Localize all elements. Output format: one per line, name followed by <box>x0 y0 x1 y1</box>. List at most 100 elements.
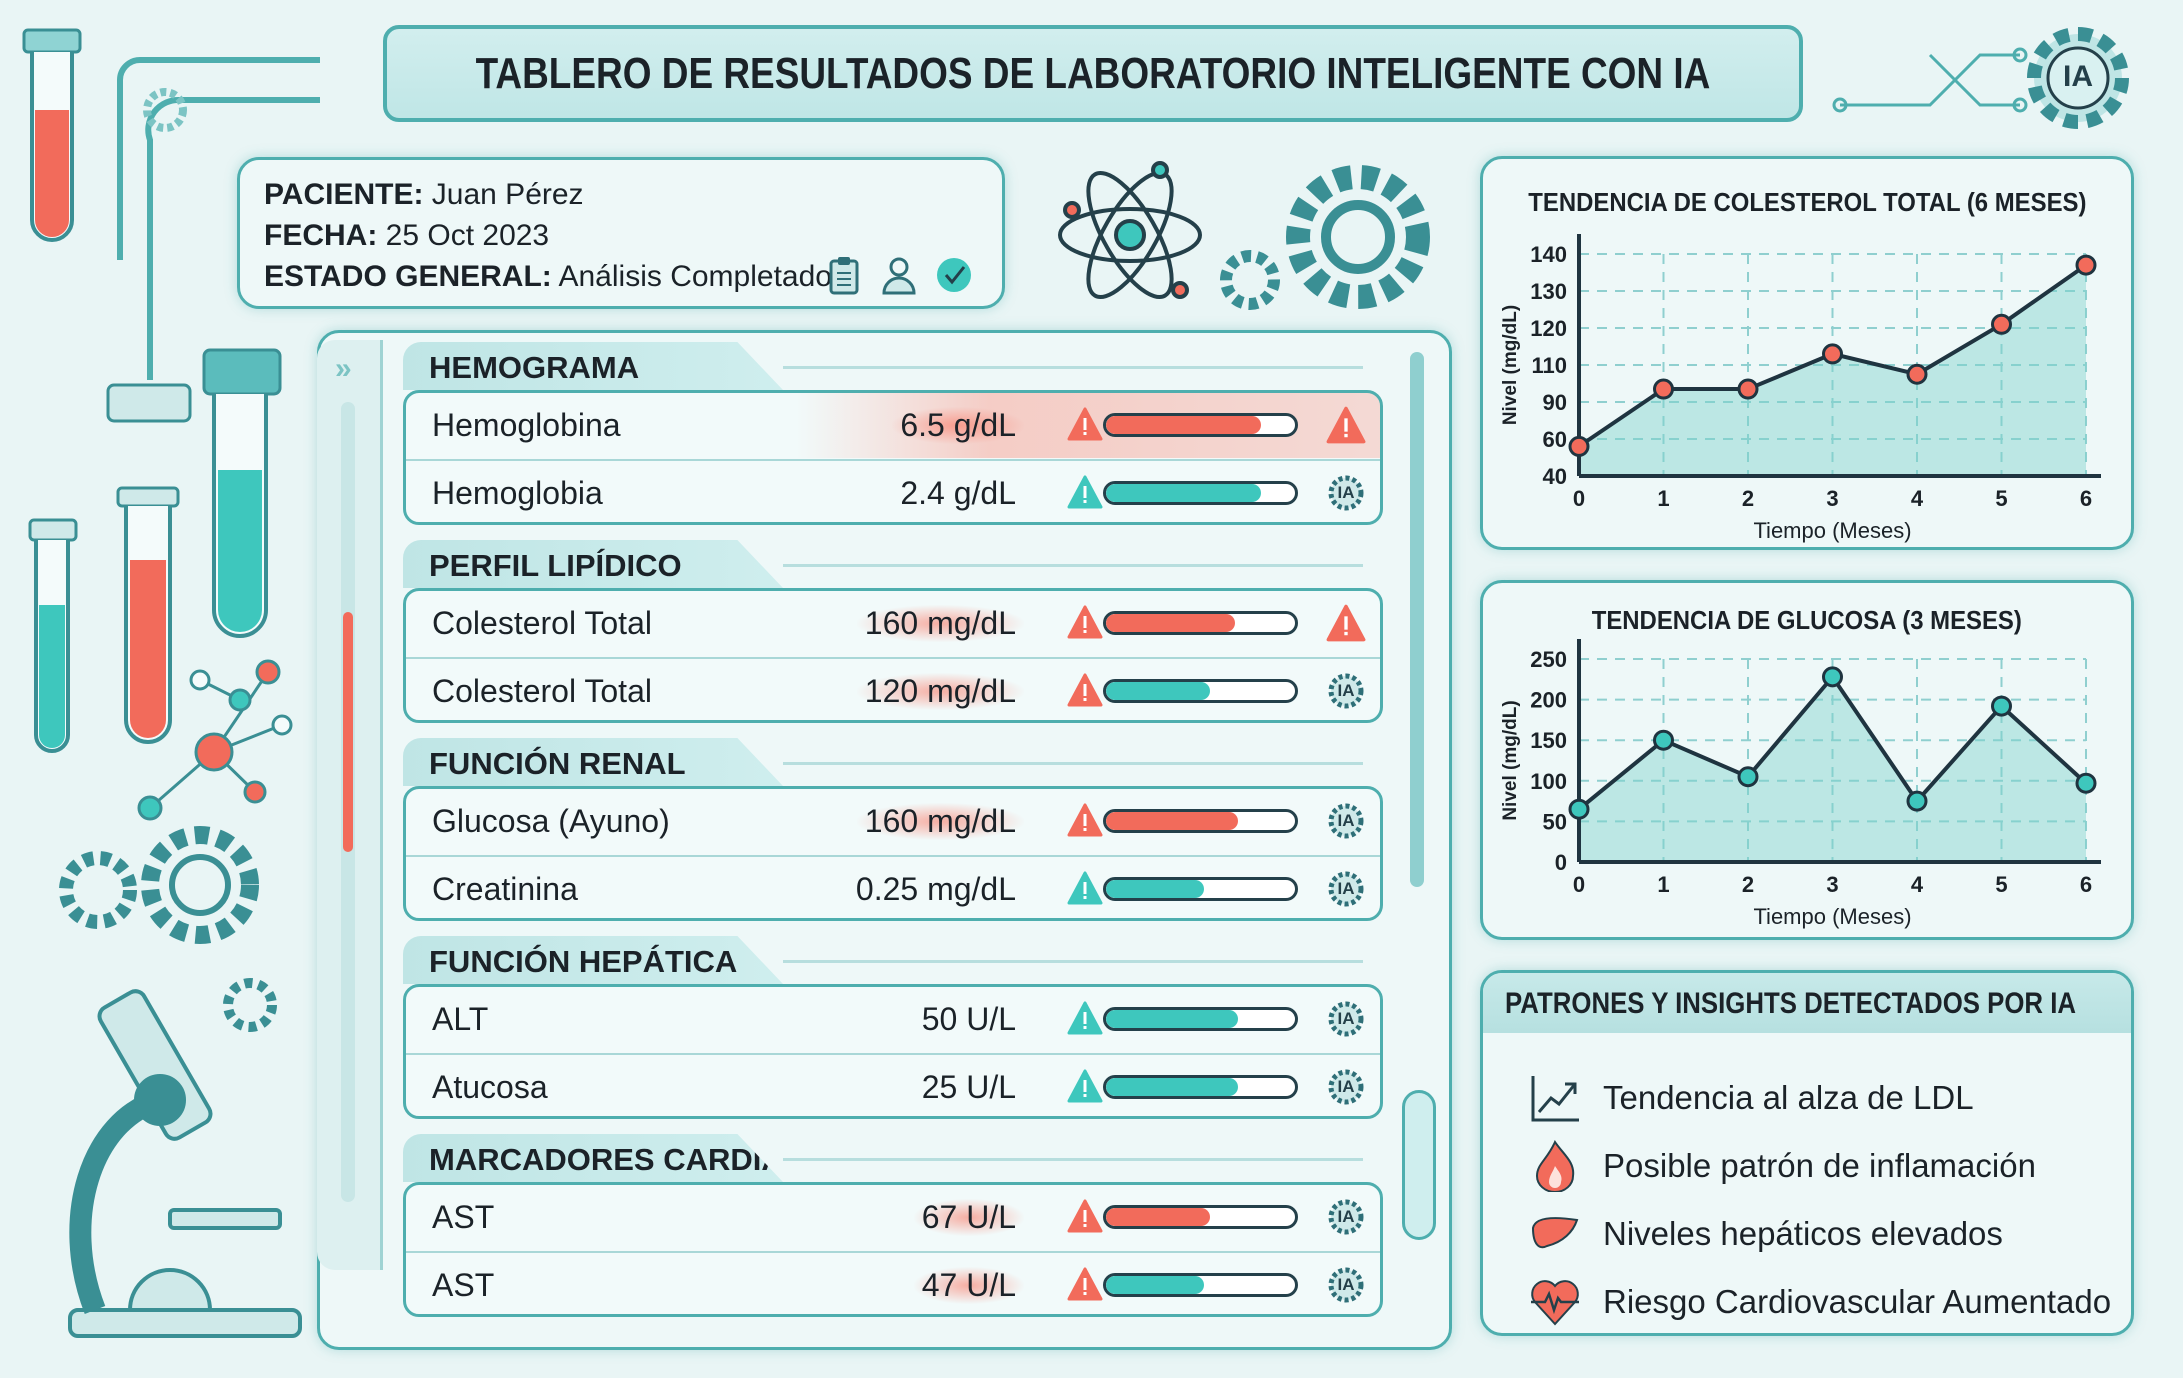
glucose-chart: 0 50 100 150 200 250 0 1 2 3 4 5 6 Tiempo (Meses) Nive… <box>1500 639 2101 929</box>
section-rows: ALT 50 U/L IA Atucosa 25 U/L IA <box>403 984 1383 1119</box>
insight-item[interactable]: Posible patrón de inflamación <box>1529 1140 2036 1192</box>
clipboard-icon[interactable] <box>825 255 863 295</box>
microscope-icon <box>68 989 302 1338</box>
test-value: 160 mg/dL <box>856 605 1024 642</box>
chart-title-wrap: TENDENCIA DE COLESTEROL TOTAL (6 MESES) <box>1483 187 2131 218</box>
side-rail: » <box>317 340 383 1270</box>
ai-badge-icon[interactable]: IA <box>1326 869 1366 909</box>
gear-icon <box>59 826 277 1032</box>
ai-badge-icon[interactable]: IA <box>1326 999 1366 1039</box>
test-name: Hemoglobia <box>432 475 603 511</box>
insights-header: PATRONES Y INSIGHTS DETECTADOS POR IA <box>1483 973 2131 1033</box>
area-fill <box>1579 265 2086 476</box>
insight-text: Riesgo Cardiovascular Aumentado <box>1603 1283 2112 1320</box>
molecule-icon <box>137 659 293 821</box>
warning-icon <box>1067 1267 1103 1301</box>
level-bar <box>1103 1075 1298 1099</box>
insight-text: Posible patrón de inflamación <box>1603 1147 2036 1184</box>
expand-arrow-icon[interactable]: » <box>335 352 352 385</box>
ai-badge-text: IA <box>1337 1077 1355 1096</box>
ai-badge-icon[interactable]: IA <box>1326 473 1366 513</box>
ai-badge-icon[interactable]: IA <box>1326 801 1366 841</box>
section-divider <box>783 1158 1363 1161</box>
warning-icon <box>1067 407 1103 441</box>
level-bar <box>1103 679 1298 703</box>
warning-icon <box>1067 803 1103 837</box>
y-axis-label: Nivel (mg/dL) <box>1500 305 1521 425</box>
date-label: FECHA: <box>264 219 378 252</box>
section-title: FUNCIÓN RENAL <box>403 738 783 786</box>
ai-badge-label: IA <box>2063 60 2093 93</box>
scrollbar[interactable] <box>1410 352 1424 887</box>
x-tick-label: 1 <box>1657 872 1669 897</box>
ai-badge-icon[interactable]: IA <box>1326 1265 1366 1305</box>
user-icon[interactable] <box>880 255 918 295</box>
y-tick-label: 150 <box>1530 728 1567 753</box>
insight-item[interactable]: Tendencia al alza de LDL <box>1529 1073 1974 1123</box>
test-value: 0.25 mg/dL <box>855 871 1016 907</box>
test-name: Atucosa <box>432 1069 548 1105</box>
y-tick-label: 60 <box>1543 427 1567 452</box>
insight-item[interactable]: Niveles hepáticos elevados <box>1529 1209 2003 1259</box>
ai-badge-icon[interactable]: IA <box>1326 1197 1366 1237</box>
data-point <box>1906 363 1928 385</box>
section-rows: Colesterol Total 160 mg/dL Colesterol To… <box>403 588 1383 723</box>
section-divider <box>783 564 1363 567</box>
scroll-handle[interactable] <box>1402 1090 1436 1240</box>
x-tick-label: 4 <box>1911 486 1924 511</box>
patient-name: Juan Pérez <box>431 178 584 211</box>
y-tick-label: 0 <box>1555 850 1567 875</box>
test-name: Creatinina <box>432 871 578 907</box>
result-row[interactable]: Creatinina 0.25 mg/dL IA <box>406 855 1380 918</box>
result-row[interactable]: AST 67 U/L IA <box>406 1185 1380 1250</box>
liver-icon <box>1531 1217 1579 1249</box>
result-row[interactable]: Colesterol Total 160 mg/dL <box>406 591 1380 656</box>
chart-title: TENDENCIA DE COLESTEROL TOTAL (6 MESES) <box>1527 187 2087 217</box>
heart-pulse-icon <box>1531 1280 1579 1326</box>
status-line: ESTADO GENERAL: Análisis Completado <box>264 256 978 297</box>
data-point <box>2075 254 2097 276</box>
y-tick-label: 200 <box>1530 688 1567 713</box>
result-row[interactable]: Colesterol Total 120 mg/dL IA <box>406 657 1380 720</box>
ai-badge-text: IA <box>1337 483 1355 502</box>
data-point <box>1568 798 1590 820</box>
test-value: 6.5 g/dL <box>892 407 1024 444</box>
result-row[interactable]: Atucosa 25 U/L IA <box>406 1053 1380 1116</box>
section-rows: Hemoglobina 6.5 g/dL Hemoglobia 2.4 g/dL… <box>403 390 1383 525</box>
warning-icon <box>1067 1069 1103 1103</box>
level-bar <box>1103 481 1298 505</box>
result-row[interactable]: AST 47 U/L IA <box>406 1251 1380 1314</box>
test-name: Colesterol Total <box>432 673 652 709</box>
glucose-chart-card: TENDENCIA DE GLUCOSA (3 MESES) 0 50 100 150… <box>1480 580 2134 940</box>
ai-badge-text: IA <box>1337 811 1355 830</box>
x-tick-label: 5 <box>1995 872 2007 897</box>
rail-progress-fill <box>343 612 353 852</box>
level-bar <box>1103 1273 1298 1297</box>
warning-icon <box>1067 475 1103 509</box>
result-row[interactable]: Hemoglobia 2.4 g/dL IA <box>406 459 1380 522</box>
data-point <box>1737 378 1759 400</box>
y-tick-label: 130 <box>1530 279 1567 304</box>
ai-badge-icon[interactable]: IA <box>1326 671 1366 711</box>
x-tick-label: 1 <box>1657 486 1669 511</box>
level-bar-fill <box>1106 1010 1239 1028</box>
insight-item[interactable]: Riesgo Cardiovascular Aumentado <box>1529 1277 2111 1327</box>
test-name: Colesterol Total <box>432 605 652 641</box>
circuit-decoration <box>1832 47 2028 113</box>
insight-text: Tendencia al alza de LDL <box>1603 1079 1974 1116</box>
ai-badge-icon[interactable]: IA <box>1326 1067 1366 1107</box>
result-row[interactable]: Hemoglobina 6.5 g/dL <box>406 393 1380 458</box>
patient-name-label: PACIENTE: <box>264 178 424 211</box>
section-title: HEMOGRAMA <box>403 342 783 390</box>
y-tick-label: 100 <box>1530 769 1567 794</box>
y-tick-label: 140 <box>1530 242 1567 267</box>
date-value: 25 Oct 2023 <box>385 219 550 252</box>
lab-illustration <box>22 28 320 1338</box>
section-divider <box>783 960 1363 963</box>
date-line: FECHA: 25 Oct 2023 <box>264 215 978 256</box>
test-value: 120 mg/dL <box>856 673 1024 710</box>
patient-name-line: PACIENTE: Juan Pérez <box>264 174 978 215</box>
data-point <box>1822 343 1843 365</box>
result-row[interactable]: ALT 50 U/L IA <box>406 987 1380 1052</box>
result-row[interactable]: Glucosa (Ayuno) 160 mg/dL IA <box>406 789 1380 854</box>
